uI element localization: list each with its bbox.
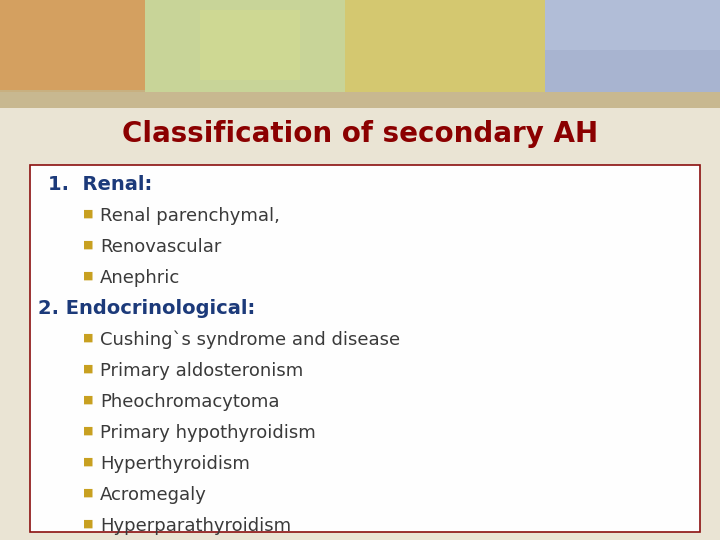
- Text: ■: ■: [83, 209, 94, 219]
- Text: Cushing`s syndrome and disease: Cushing`s syndrome and disease: [100, 330, 400, 349]
- Text: ■: ■: [83, 519, 94, 529]
- Text: Acromegaly: Acromegaly: [100, 486, 207, 504]
- Bar: [0, 92, 720, 110]
- Bar: [545, 0, 720, 95]
- Text: Renal parenchymal,: Renal parenchymal,: [100, 207, 280, 225]
- Text: ■: ■: [83, 333, 94, 343]
- Text: 2. Endocrinological:: 2. Endocrinological:: [38, 300, 256, 319]
- Text: Classification of secondary AH: Classification of secondary AH: [122, 120, 598, 148]
- Text: Renovascular: Renovascular: [100, 238, 221, 256]
- Text: Anephric: Anephric: [100, 269, 180, 287]
- Text: 1.  Renal:: 1. Renal:: [48, 176, 152, 194]
- Bar: [0, 0, 145, 95]
- Text: ■: ■: [83, 240, 94, 250]
- Bar: [0, 0, 720, 110]
- Bar: [545, 0, 720, 50]
- Text: Primary hypothyroidism: Primary hypothyroidism: [100, 424, 316, 442]
- Text: ■: ■: [83, 457, 94, 467]
- Bar: [0, 90, 145, 110]
- Text: Pheochromacytoma: Pheochromacytoma: [100, 393, 279, 411]
- Text: ■: ■: [83, 271, 94, 281]
- Text: Hyperthyroidism: Hyperthyroidism: [100, 455, 250, 473]
- Bar: [345, 0, 545, 95]
- Bar: [0, 108, 720, 160]
- Text: ■: ■: [83, 395, 94, 405]
- Text: ■: ■: [83, 426, 94, 436]
- Bar: [145, 0, 345, 95]
- Text: Hyperparathyroidism: Hyperparathyroidism: [100, 517, 291, 535]
- Text: ■: ■: [83, 364, 94, 374]
- Bar: [200, 10, 300, 80]
- Text: ■: ■: [83, 488, 94, 498]
- FancyBboxPatch shape: [30, 165, 700, 532]
- Text: Primary aldosteronism: Primary aldosteronism: [100, 362, 303, 380]
